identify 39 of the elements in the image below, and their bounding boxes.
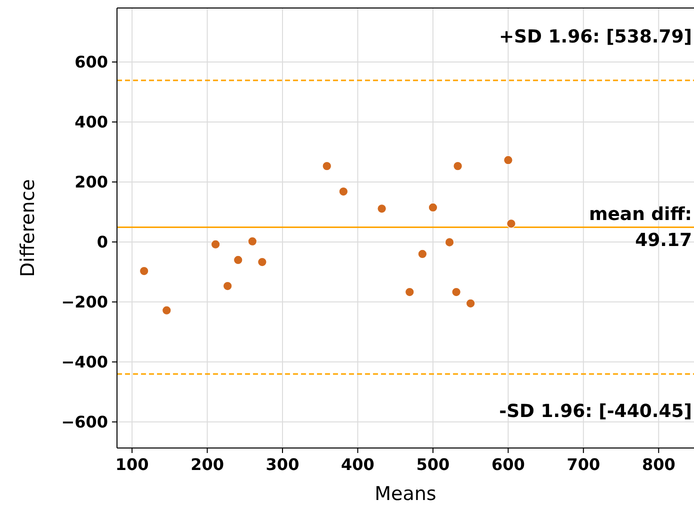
point (322, 161, 332, 171)
point (444, 238, 454, 247)
point (453, 161, 462, 171)
point (404, 287, 414, 297)
x-tick-label: 400 (341, 455, 374, 474)
ref-line-label: -SD 1.96: [-440.45] (499, 401, 692, 422)
x-tick-label: 300 (266, 455, 300, 474)
point (233, 255, 243, 265)
point (162, 306, 172, 315)
point (377, 204, 386, 214)
y-tick-label: 200 (74, 172, 108, 192)
y-tick-label: 400 (74, 112, 108, 132)
x-tick-label: 200 (190, 455, 224, 474)
y-tick-label: −400 (61, 352, 108, 372)
point (139, 266, 149, 276)
x-tick-label: 600 (491, 455, 525, 474)
y-axis-title: Difference (17, 179, 39, 277)
y-tick-label: −200 (61, 292, 108, 312)
y-tick-label: 600 (74, 52, 108, 72)
point (258, 257, 267, 267)
x-tick-label: 500 (416, 455, 450, 474)
y-tick-label: −600 (61, 412, 108, 432)
y-tick-label: 0 (96, 232, 108, 252)
point (466, 298, 476, 308)
point (338, 186, 348, 196)
point (418, 249, 428, 259)
point (428, 202, 438, 212)
x-tick-label: 100 (115, 455, 149, 474)
x-axis-title: Means (374, 483, 436, 505)
point (210, 240, 220, 250)
ref-line-label: mean diff: 49.17 (588, 204, 692, 252)
point (222, 281, 232, 291)
x-tick-label: 700 (566, 455, 600, 474)
x-tick-label: 800 (642, 455, 676, 474)
point (452, 287, 461, 297)
point (248, 236, 258, 246)
point (506, 218, 516, 228)
ref-line-label: +SD 1.96: [538.79] (498, 26, 692, 48)
point (504, 155, 513, 165)
